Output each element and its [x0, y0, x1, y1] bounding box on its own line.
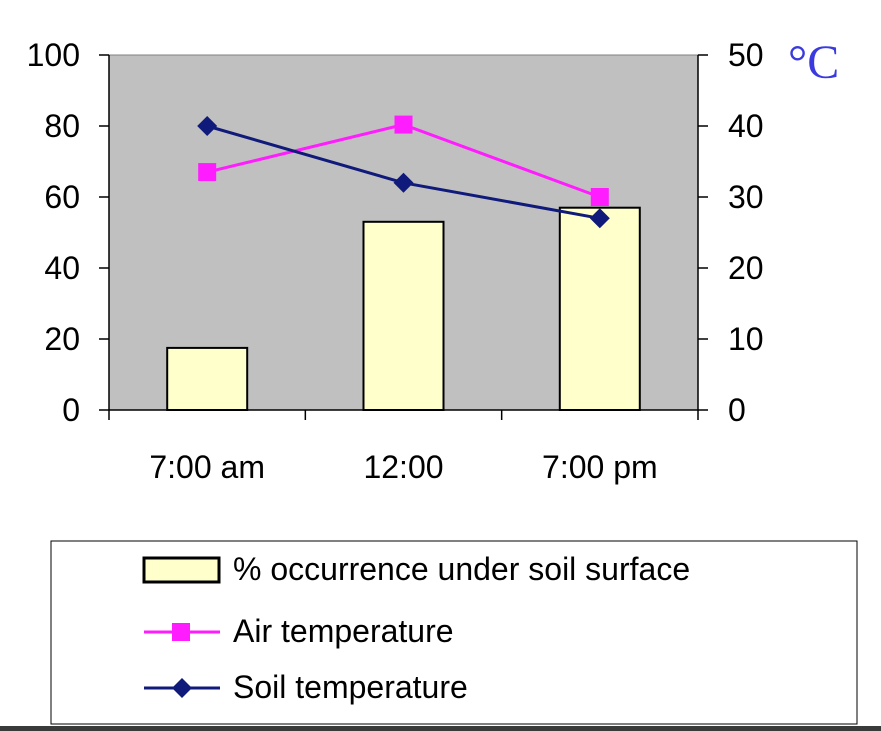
y-left-tick-label-3: 60 [44, 179, 80, 215]
series-0-point-0 [198, 163, 217, 182]
legend-swatch-bars [142, 556, 221, 584]
series-1-point-2 [589, 208, 610, 229]
right-axis-unit-label: °C [788, 36, 839, 89]
y-right-tick-label-3: 30 [728, 179, 764, 215]
y-left-tick-label-5: 100 [27, 37, 80, 73]
y-left-tick-label-2: 40 [44, 250, 80, 286]
y-right-tick-label-2: 20 [728, 250, 764, 286]
y-left-tick-label-4: 80 [44, 108, 80, 144]
labels-layer: 0 20 40 60 80 100 0 10 20 30 40 50 7:00 am 12:00 7:00 … [27, 37, 764, 485]
legend-marker-air [172, 623, 190, 641]
series-0-point-2 [590, 188, 609, 206]
legend: % occurrence under soil surface Air temp… [50, 540, 858, 725]
bars-layer [166, 206, 641, 411]
series-1-point-0 [197, 116, 218, 136]
bottom-rule [0, 726, 881, 731]
legend-label-soil: Soil temperature [233, 669, 468, 705]
y-right-tick-label-1: 10 [728, 321, 764, 357]
series-0-point-1 [394, 115, 413, 134]
y-right-tick-label-5: 50 [728, 37, 764, 73]
legend-marker-soil [172, 678, 192, 698]
series-1-point-1 [393, 172, 414, 193]
bar-0 [166, 346, 249, 411]
y-left-tick-label-1: 20 [44, 321, 80, 357]
lines-layer [197, 115, 610, 229]
axes-layer [99, 54, 708, 420]
x-tick-label-2: 7:00 pm [542, 449, 658, 485]
x-tick-label-1: 12:00 [363, 449, 443, 485]
legend-label-bars: % occurrence under soil surface [233, 551, 690, 587]
y-right-tick-label-4: 40 [728, 108, 764, 144]
y-right-tick-label-0: 0 [728, 392, 746, 428]
x-tick-label-0: 7:00 am [149, 449, 265, 485]
bar-1 [362, 220, 445, 411]
legend-label-air: Air temperature [233, 613, 454, 649]
bar-2 [558, 206, 641, 411]
y-left-tick-label-0: 0 [62, 392, 80, 428]
